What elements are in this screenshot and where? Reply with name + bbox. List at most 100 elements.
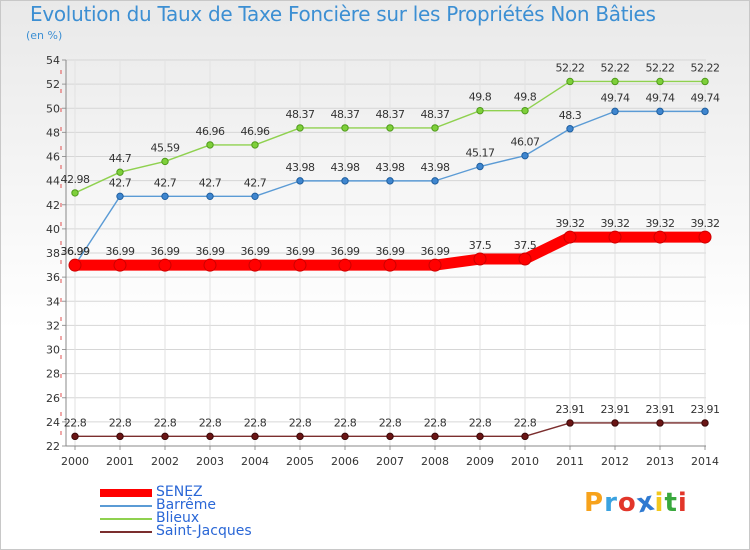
data-point-senez	[68, 258, 82, 272]
y-tick-label: 38	[46, 247, 60, 260]
data-label-saint-jacques: 22.8	[109, 416, 132, 429]
data-point-blieux	[521, 106, 529, 115]
data-point-blieux	[161, 157, 169, 166]
data-label-barreme: 49.74	[646, 91, 675, 104]
data-point-saint-jacques	[476, 432, 484, 441]
legend-label-senez: SENEZ	[156, 484, 203, 500]
y-tick-label: 24	[46, 416, 60, 429]
data-point-saint-jacques	[296, 432, 304, 441]
y-tick-label: 26	[46, 392, 60, 405]
chart-subtitle: (en %)	[26, 29, 63, 42]
data-point-senez	[428, 258, 442, 272]
data-point-senez	[698, 230, 712, 244]
y-tick-label: 34	[46, 295, 60, 308]
x-tick-label: 2007	[376, 455, 404, 468]
x-tick-label: 2002	[151, 455, 179, 468]
data-point-blieux	[476, 106, 484, 115]
data-label-senez: 37.5	[514, 239, 537, 252]
y-tick-label: 40	[46, 223, 60, 236]
x-tick-label: 2008	[421, 455, 449, 468]
data-label-senez: 36.99	[61, 245, 90, 258]
data-point-saint-jacques	[116, 432, 124, 441]
data-point-saint-jacques	[161, 432, 169, 441]
x-tick-label: 2009	[466, 455, 494, 468]
data-label-layer: 22.8 22.8 22.8 22.8 22.8 22.8 22.8 22.8 22.8 22.8…	[61, 61, 721, 429]
data-label-blieux: 52.22	[556, 61, 585, 74]
data-label-saint-jacques: 23.91	[646, 403, 675, 416]
data-label-barreme: 42.7	[154, 176, 177, 189]
data-label-blieux: 49.8	[514, 91, 537, 104]
y-tick-label: 32	[46, 319, 60, 332]
y-tick-label: 28	[46, 368, 60, 381]
data-label-senez: 36.99	[196, 245, 225, 258]
data-point-barreme	[566, 125, 574, 133]
data-point-barreme	[431, 177, 439, 185]
logo-letter: i	[654, 488, 665, 518]
data-label-saint-jacques: 22.8	[424, 416, 447, 429]
x-tick-label: 2013	[646, 455, 674, 468]
data-label-senez: 39.32	[601, 217, 630, 230]
y-tick-label: 54	[46, 54, 60, 67]
data-point-senez	[383, 258, 397, 272]
data-point-blieux	[206, 141, 214, 149]
data-point-senez	[653, 230, 667, 244]
y-tick-label: 44	[46, 175, 60, 188]
data-label-barreme: 43.98	[421, 161, 450, 174]
data-point-blieux	[431, 124, 439, 132]
x-tick-label: 2001	[106, 455, 134, 468]
data-point-saint-jacques	[251, 432, 259, 441]
series-layer	[68, 77, 712, 441]
logo-letter: i	[677, 488, 688, 518]
data-label-blieux: 48.37	[376, 108, 405, 121]
data-label-blieux: 52.22	[691, 61, 720, 74]
data-label-barreme: 45.17	[466, 147, 495, 160]
data-label-saint-jacques: 22.8	[64, 416, 87, 429]
data-point-barreme	[251, 192, 259, 201]
data-label-blieux: 52.22	[601, 61, 630, 74]
chart-title: Evolution du Taux de Taxe Foncière sur l…	[30, 2, 656, 26]
data-point-barreme	[341, 177, 349, 185]
data-point-saint-jacques	[431, 432, 439, 441]
data-label-saint-jacques: 22.8	[334, 416, 357, 429]
data-point-blieux	[386, 124, 394, 132]
data-label-saint-jacques: 22.8	[514, 416, 537, 429]
data-point-barreme	[296, 177, 304, 185]
data-point-barreme	[476, 162, 484, 171]
logo-letter: P	[584, 488, 605, 518]
data-label-barreme: 43.98	[331, 161, 360, 174]
data-label-blieux: 48.37	[331, 108, 360, 121]
data-label-barreme: 36.99	[61, 245, 90, 258]
data-point-saint-jacques	[611, 419, 619, 427]
data-label-blieux: 42.98	[61, 173, 90, 186]
legend-swatch-barreme	[100, 505, 152, 507]
data-label-barreme: 43.98	[376, 161, 405, 174]
data-point-blieux	[656, 77, 664, 86]
y-tick-label: 42	[46, 199, 60, 212]
data-label-blieux: 46.96	[196, 125, 225, 138]
data-label-blieux: 46.96	[241, 125, 270, 138]
data-label-saint-jacques: 22.8	[244, 416, 267, 429]
data-point-senez	[608, 230, 622, 244]
data-point-blieux	[251, 141, 259, 149]
data-label-saint-jacques: 22.8	[379, 416, 402, 429]
data-point-saint-jacques	[341, 432, 349, 441]
data-point-senez	[473, 252, 487, 266]
x-tick-label: 2000	[61, 455, 89, 468]
data-label-senez: 39.32	[691, 217, 720, 230]
legend-label-barreme: Barrême	[156, 497, 217, 513]
data-label-blieux: 44.7	[109, 152, 132, 165]
x-tick-label: 2003	[196, 455, 224, 468]
data-label-barreme: 49.74	[601, 91, 630, 104]
legend-swatch-blieux	[100, 518, 152, 520]
data-point-senez	[338, 258, 352, 272]
data-label-barreme: 42.7	[199, 176, 222, 189]
data-point-barreme	[386, 177, 394, 185]
data-label-senez: 36.99	[286, 245, 315, 258]
data-point-senez	[248, 258, 262, 272]
data-label-senez: 39.32	[646, 217, 675, 230]
data-label-senez: 37.5	[469, 239, 492, 252]
data-label-barreme: 43.98	[286, 161, 315, 174]
data-label-saint-jacques: 23.91	[601, 403, 630, 416]
